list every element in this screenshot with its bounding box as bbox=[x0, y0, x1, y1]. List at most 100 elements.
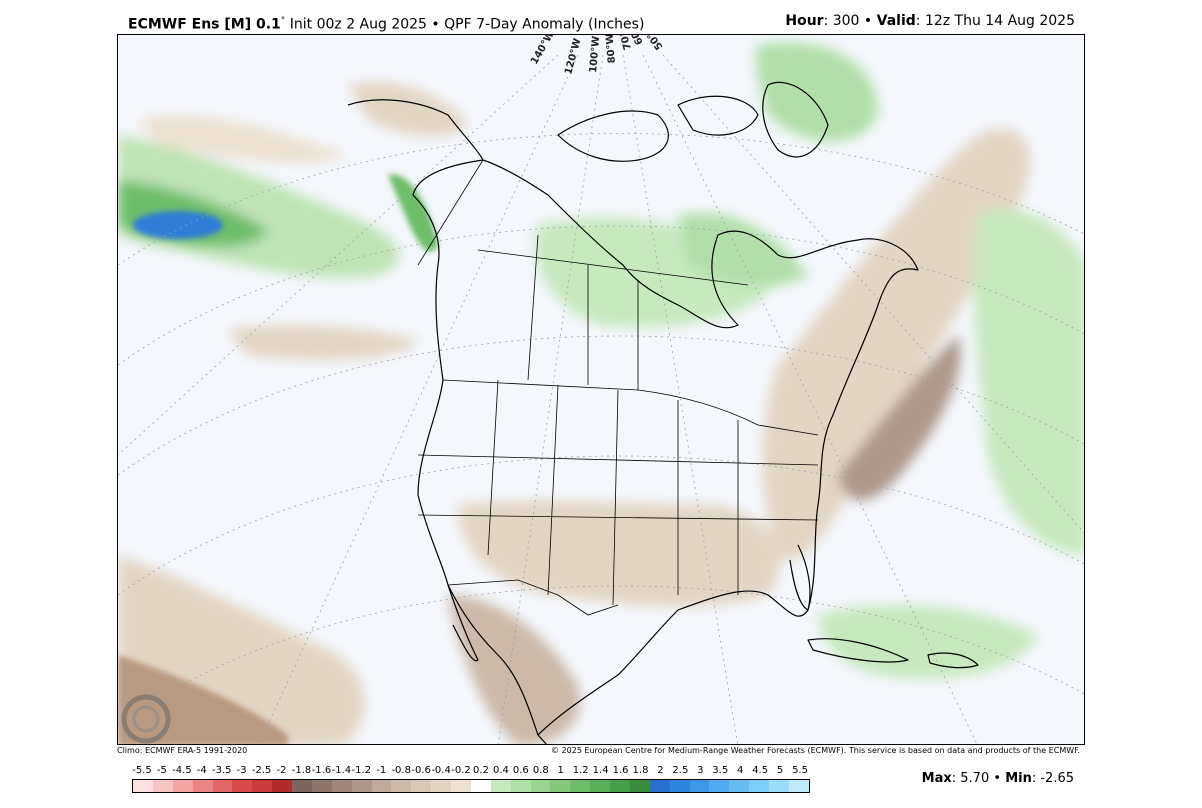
greenland-wet bbox=[756, 42, 878, 142]
valid-bullet: • bbox=[863, 13, 873, 29]
climo-credit: Climo: ECMWF ERA-5 1991-2020 bbox=[117, 746, 248, 755]
province-border bbox=[477, 249, 749, 286]
colorbar-swatch bbox=[530, 780, 551, 792]
colorbar-tick-label: -1.2 bbox=[351, 765, 372, 776]
colorbar-swatch bbox=[451, 780, 471, 792]
colorbar-tick-label: -3 bbox=[236, 765, 247, 776]
logo-swirl-inner bbox=[132, 705, 160, 733]
colorbar-labels: -5.5 -5 -4.5 -4 -3.5 -3 -2.5 -2 -1.8 -1.6 -1.4 -1.2… bbox=[132, 765, 810, 777]
longitude-label: 140°W bbox=[529, 35, 557, 67]
colorbar-tick-label: 1 bbox=[557, 765, 564, 776]
colorbar-tick-label: -0.4 bbox=[431, 765, 451, 776]
colorbar-swatch bbox=[490, 780, 511, 792]
hour-label: Hour bbox=[785, 13, 824, 29]
colorbar-tick-label: -0.8 bbox=[391, 765, 411, 776]
state-border bbox=[417, 514, 819, 521]
colorbar-tick-label: 5 bbox=[776, 765, 784, 776]
colorbar-swatch bbox=[172, 780, 193, 792]
caribbean-wet bbox=[818, 604, 1038, 679]
colorbar-swatch bbox=[629, 780, 650, 792]
colorbar-tick-label: -2.5 bbox=[251, 765, 272, 776]
atlantic-wet-east bbox=[973, 208, 1084, 555]
colorbar bbox=[132, 779, 810, 793]
alaska-coast-wet bbox=[388, 174, 438, 252]
colorbar-tick-label: 5.5 bbox=[792, 765, 808, 776]
colorbar-tick-label: -1.8 bbox=[291, 765, 312, 776]
colorbar-swatch bbox=[192, 780, 213, 792]
colorbar-tick-label: -1 bbox=[376, 765, 387, 776]
state-border bbox=[487, 379, 499, 556]
longitude-label: 60°W bbox=[623, 35, 646, 46]
colorbar-tick-label: 0.6 bbox=[512, 765, 529, 776]
longitude-line bbox=[622, 54, 739, 744]
colorbar-swatch bbox=[709, 780, 730, 792]
colorbar-tick-label: 1.4 bbox=[592, 765, 609, 776]
us-mexico-border bbox=[447, 579, 619, 616]
max-label: Max bbox=[921, 771, 952, 786]
anomaly-shading bbox=[118, 42, 1084, 744]
colorbar-swatch bbox=[272, 780, 292, 792]
colorbar-tick-label: -4 bbox=[196, 765, 207, 776]
min-value: : -2.65 bbox=[1031, 771, 1074, 786]
colorbar-tick-label: -1.4 bbox=[331, 765, 352, 776]
greenland-coast bbox=[762, 81, 829, 158]
colorbar-swatch bbox=[212, 780, 233, 792]
colorbar-swatch bbox=[689, 780, 710, 792]
colorbar-tick-label: 1.6 bbox=[612, 765, 629, 776]
colorbar-tick-label: 4.5 bbox=[752, 765, 769, 776]
precipitation-anomaly-map: 140°W 120°W 100°W 80°W 70°W 60°W 50°W bbox=[117, 34, 1085, 745]
colorbar-swatch bbox=[788, 780, 809, 792]
longitude-line bbox=[642, 54, 978, 744]
colorbar-swatch bbox=[331, 780, 352, 792]
colorbar-swatch bbox=[610, 780, 630, 792]
colorbar-tick-label: 2 bbox=[657, 765, 664, 776]
colorbar-tick-label: 0.8 bbox=[532, 765, 549, 776]
us-canada-border bbox=[442, 379, 819, 436]
colorbar-tick-label: 2.5 bbox=[672, 765, 689, 776]
colorbar-swatch bbox=[371, 780, 392, 792]
colorbar-tick-label: -3.5 bbox=[211, 765, 232, 776]
longitude-line bbox=[258, 54, 579, 744]
colorbar-swatch bbox=[769, 780, 789, 792]
title-bullet: • bbox=[431, 16, 440, 33]
colorbar-swatch bbox=[729, 780, 750, 792]
southern-us-dry bbox=[458, 500, 780, 607]
hour-value: : 300 bbox=[823, 13, 860, 29]
longitude-label: 120°W bbox=[563, 37, 583, 75]
max-value: : 5.70 bbox=[951, 771, 990, 786]
colorbar-swatch bbox=[311, 780, 332, 792]
logo-swirl bbox=[121, 694, 171, 744]
weatherbell-logo bbox=[121, 694, 171, 744]
colorbar-swatch bbox=[391, 780, 412, 792]
model-name: ECMWF Ens [M] 0.1 bbox=[128, 16, 281, 33]
valid-value: : 12z Thu 14 Aug 2025 bbox=[915, 13, 1075, 29]
colorbar-swatch bbox=[669, 780, 690, 792]
map-canvas: 140°W 120°W 100°W 80°W 70°W 60°W 50°W bbox=[118, 35, 1084, 744]
state-border bbox=[612, 389, 619, 606]
max-min-stats: Max: 5.70 • Min: -2.65 bbox=[922, 771, 1074, 787]
pacific-very-wet-core bbox=[133, 211, 223, 239]
latitude-line bbox=[118, 585, 1084, 726]
valid-time-info: Hour: 300 • Valid: 12z Thu 14 Aug 2025 bbox=[785, 12, 1075, 30]
degree-symbol: ° bbox=[280, 16, 286, 26]
hispaniola bbox=[927, 652, 979, 669]
alaska-dry bbox=[348, 82, 468, 137]
baja-california bbox=[447, 584, 479, 662]
colorbar-swatch bbox=[152, 780, 173, 792]
latitude-line bbox=[118, 225, 1084, 366]
colorbar-swatch bbox=[431, 780, 451, 792]
colorbar-swatch bbox=[232, 780, 253, 792]
colorbar-tick-label: -5.5 bbox=[132, 765, 152, 776]
florida bbox=[789, 544, 811, 611]
hudson-wet bbox=[678, 213, 808, 286]
colorbar-tick-label: -4.5 bbox=[172, 765, 192, 776]
map-title: ECMWF Ens [M] 0.1° Init 00z 2 Aug 2025 •… bbox=[128, 12, 644, 34]
southwest-pacific-dry-core bbox=[118, 655, 288, 744]
political-borders bbox=[417, 159, 819, 616]
longitude-line bbox=[497, 54, 604, 744]
colorbar-swatch bbox=[411, 780, 432, 792]
colorbar-swatch bbox=[749, 780, 769, 792]
colorbar-swatch bbox=[510, 780, 531, 792]
longitude-line bbox=[662, 54, 1084, 534]
pacific-dry-patch-central bbox=[228, 324, 418, 360]
